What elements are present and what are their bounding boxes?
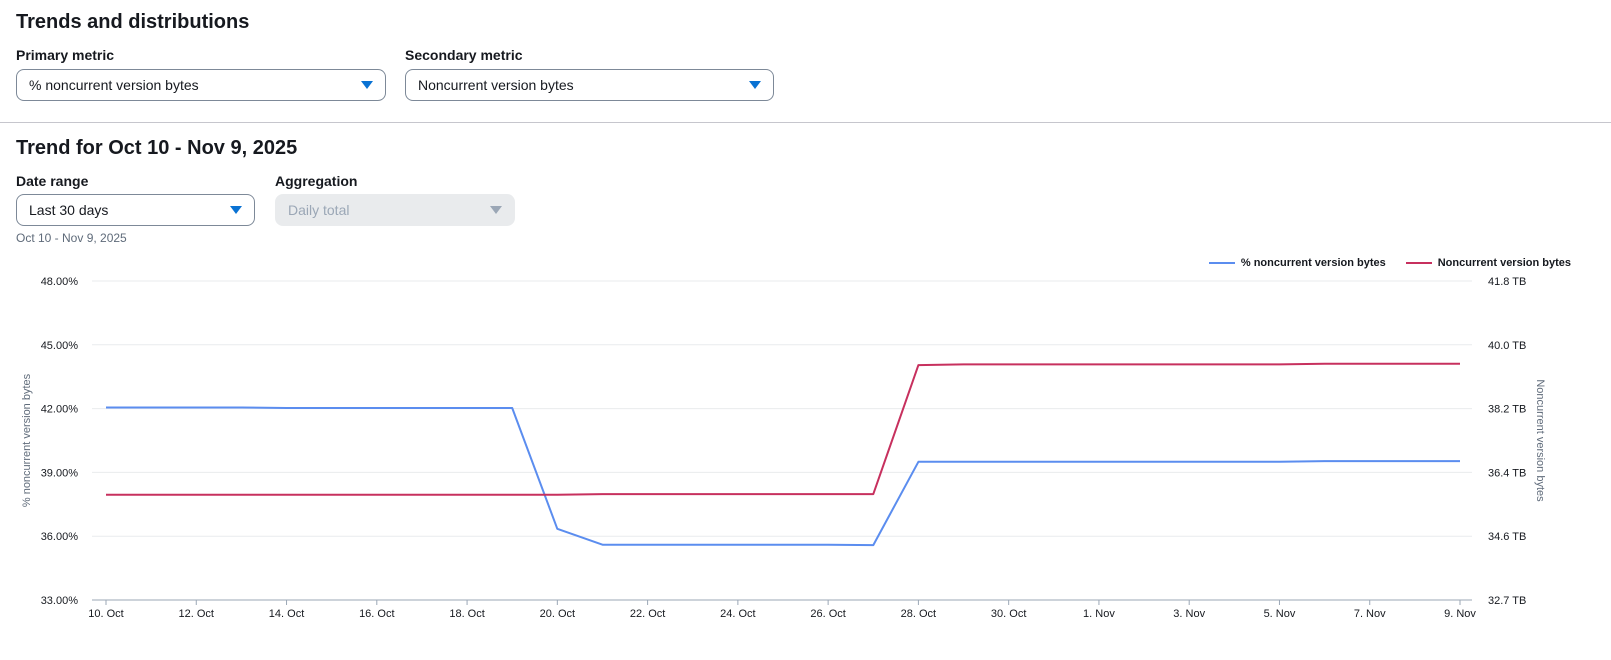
primary-metric-value: % noncurrent version bytes xyxy=(29,77,199,93)
x-tick-label: 5. Nov xyxy=(1264,608,1296,620)
aggregation-select: Daily total xyxy=(275,194,515,226)
y-left-tick-label: 39.00% xyxy=(41,467,79,479)
x-tick-label: 22. Oct xyxy=(630,608,665,620)
y-left-tick-label: 36.00% xyxy=(41,531,79,543)
legend-item-primary[interactable]: % noncurrent version bytes xyxy=(1208,257,1386,269)
series-line-primary xyxy=(106,406,1460,547)
x-tick-label: 30. Oct xyxy=(991,608,1026,620)
section-divider xyxy=(0,122,1611,123)
x-tick-label: 26. Oct xyxy=(810,608,845,620)
x-tick-label: 24. Oct xyxy=(720,608,755,620)
date-range-label: Date range xyxy=(16,173,89,189)
trend-chart: 33.00% 32.7 TB 36.00% 34.6 TB 39.00% 36.4 TB 4… xyxy=(21,276,1546,620)
date-range-select[interactable]: Last 30 days xyxy=(16,194,255,226)
primary-metric-label: Primary metric xyxy=(16,47,115,63)
y-left-tick-label: 45.00% xyxy=(41,340,79,352)
caret-down-icon xyxy=(230,206,242,214)
y-left-axis-title: % noncurrent version bytes xyxy=(21,373,33,507)
x-tick-label: 16. Oct xyxy=(359,608,394,620)
chart-legend: % noncurrent version bytes Noncurrent ve… xyxy=(1208,257,1571,269)
y-right-axis-title: Noncurrent version bytes xyxy=(1534,379,1546,502)
x-tick-label: 18. Oct xyxy=(449,608,484,620)
x-tick-label: 10. Oct xyxy=(88,608,123,620)
y-right-tick-label: 32.7 TB xyxy=(1488,595,1526,607)
caret-down-icon xyxy=(490,206,502,214)
legend-swatch-primary xyxy=(1208,262,1235,264)
x-tick-label: 7. Nov xyxy=(1354,608,1386,620)
y-left-tick-label: 42.00% xyxy=(41,404,79,416)
y-right-tick-label: 41.8 TB xyxy=(1488,276,1526,288)
aggregation-value: Daily total xyxy=(288,202,350,218)
y-right-tick-label: 40.0 TB xyxy=(1488,340,1526,352)
x-tick-label: 28. Oct xyxy=(901,608,936,620)
y-left-tick-label: 33.00% xyxy=(41,595,79,607)
secondary-metric-select[interactable]: Noncurrent version bytes xyxy=(405,69,774,101)
legend-label-primary: % noncurrent version bytes xyxy=(1240,257,1386,269)
aggregation-label: Aggregation xyxy=(275,173,358,189)
legend-label-secondary: Noncurrent version bytes xyxy=(1437,257,1571,269)
series-line-secondary xyxy=(106,362,1460,496)
primary-metric-select[interactable]: % noncurrent version bytes xyxy=(16,69,386,101)
caret-down-icon xyxy=(361,81,373,89)
x-tick-label: 3. Nov xyxy=(1173,608,1205,620)
y-right-tick-label: 38.2 TB xyxy=(1488,404,1526,416)
secondary-metric-label: Secondary metric xyxy=(405,47,523,63)
trend-title: Trend for Oct 10 - Nov 9, 2025 xyxy=(16,137,298,159)
x-tick-label: 9. Nov xyxy=(1444,608,1476,620)
secondary-metric-value: Noncurrent version bytes xyxy=(418,77,574,93)
x-tick-label: 12. Oct xyxy=(179,608,214,620)
y-left-tick-label: 48.00% xyxy=(41,276,79,288)
legend-item-secondary[interactable]: Noncurrent version bytes xyxy=(1405,257,1571,269)
x-tick-label: 20. Oct xyxy=(540,608,575,620)
section-title-trends: Trends and distributions xyxy=(16,11,250,33)
y-right-tick-label: 34.6 TB xyxy=(1488,531,1526,543)
x-tick-label: 1. Nov xyxy=(1083,608,1115,620)
date-range-description: Oct 10 - Nov 9, 2025 xyxy=(16,231,127,245)
y-right-tick-label: 36.4 TB xyxy=(1488,467,1526,479)
date-range-value: Last 30 days xyxy=(29,202,109,218)
x-tick-label: 14. Oct xyxy=(269,608,304,620)
caret-down-icon xyxy=(749,81,761,89)
legend-swatch-secondary xyxy=(1405,262,1432,264)
